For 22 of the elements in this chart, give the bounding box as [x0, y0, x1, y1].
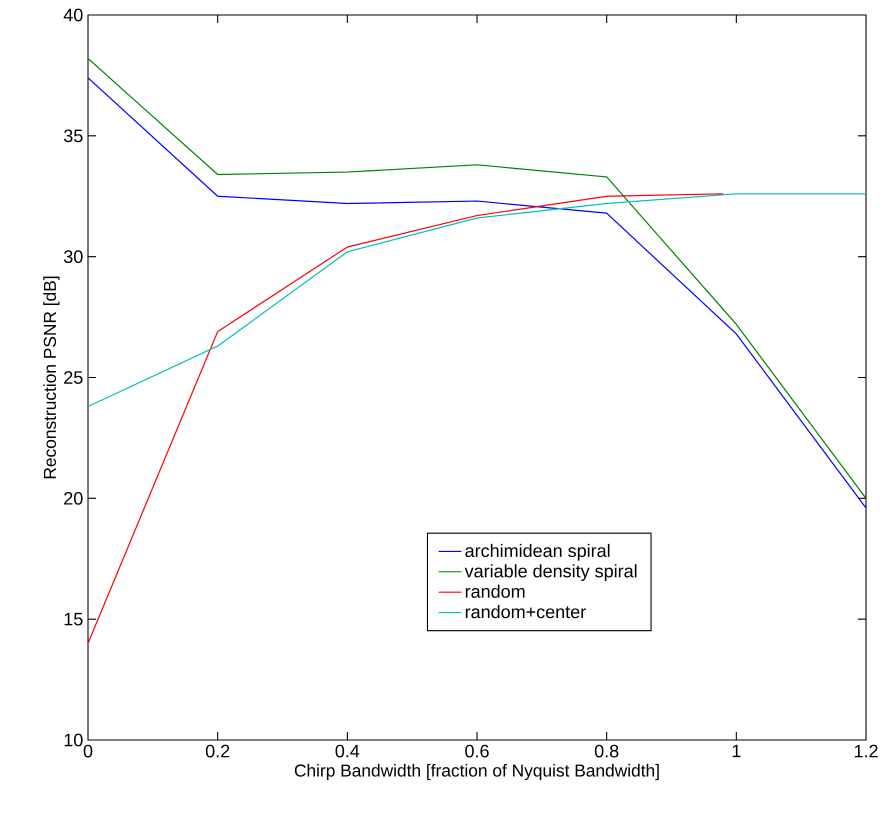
y-tick-label: 40 — [64, 8, 83, 22]
x-tick-label: 1 — [732, 744, 740, 758]
x-tick-label: 0.4 — [336, 744, 360, 758]
y-tick-label: 35 — [64, 129, 83, 142]
legend-label: random+center — [466, 605, 586, 618]
x-tick-label: 0.8 — [594, 744, 618, 758]
y-tick-label: 10 — [64, 734, 83, 746]
y-tick-label: 30 — [64, 250, 83, 264]
line-series — [88, 193, 866, 408]
x-tick-label: 1.2 — [854, 744, 878, 758]
y-axis-title: Reconstruction PSNR [dB] — [43, 276, 60, 478]
x-tick-label: 0 — [84, 744, 92, 758]
y-tick-label: 25 — [64, 371, 83, 384]
line-series — [88, 193, 724, 644]
legend-label: archimidean spiral — [465, 544, 610, 561]
x-tick-label: 0.2 — [206, 744, 230, 758]
legend-label: variable density spiral — [464, 564, 636, 582]
y-tick-label: 15 — [64, 612, 83, 626]
legend-label: random — [466, 584, 524, 598]
x-tick-label: 0.6 — [465, 744, 489, 758]
y-tick-label: 20 — [64, 492, 83, 505]
x-axis-title: Chirp Bandwidth [fraction of Nyquist Bandwidth] — [294, 764, 659, 780]
